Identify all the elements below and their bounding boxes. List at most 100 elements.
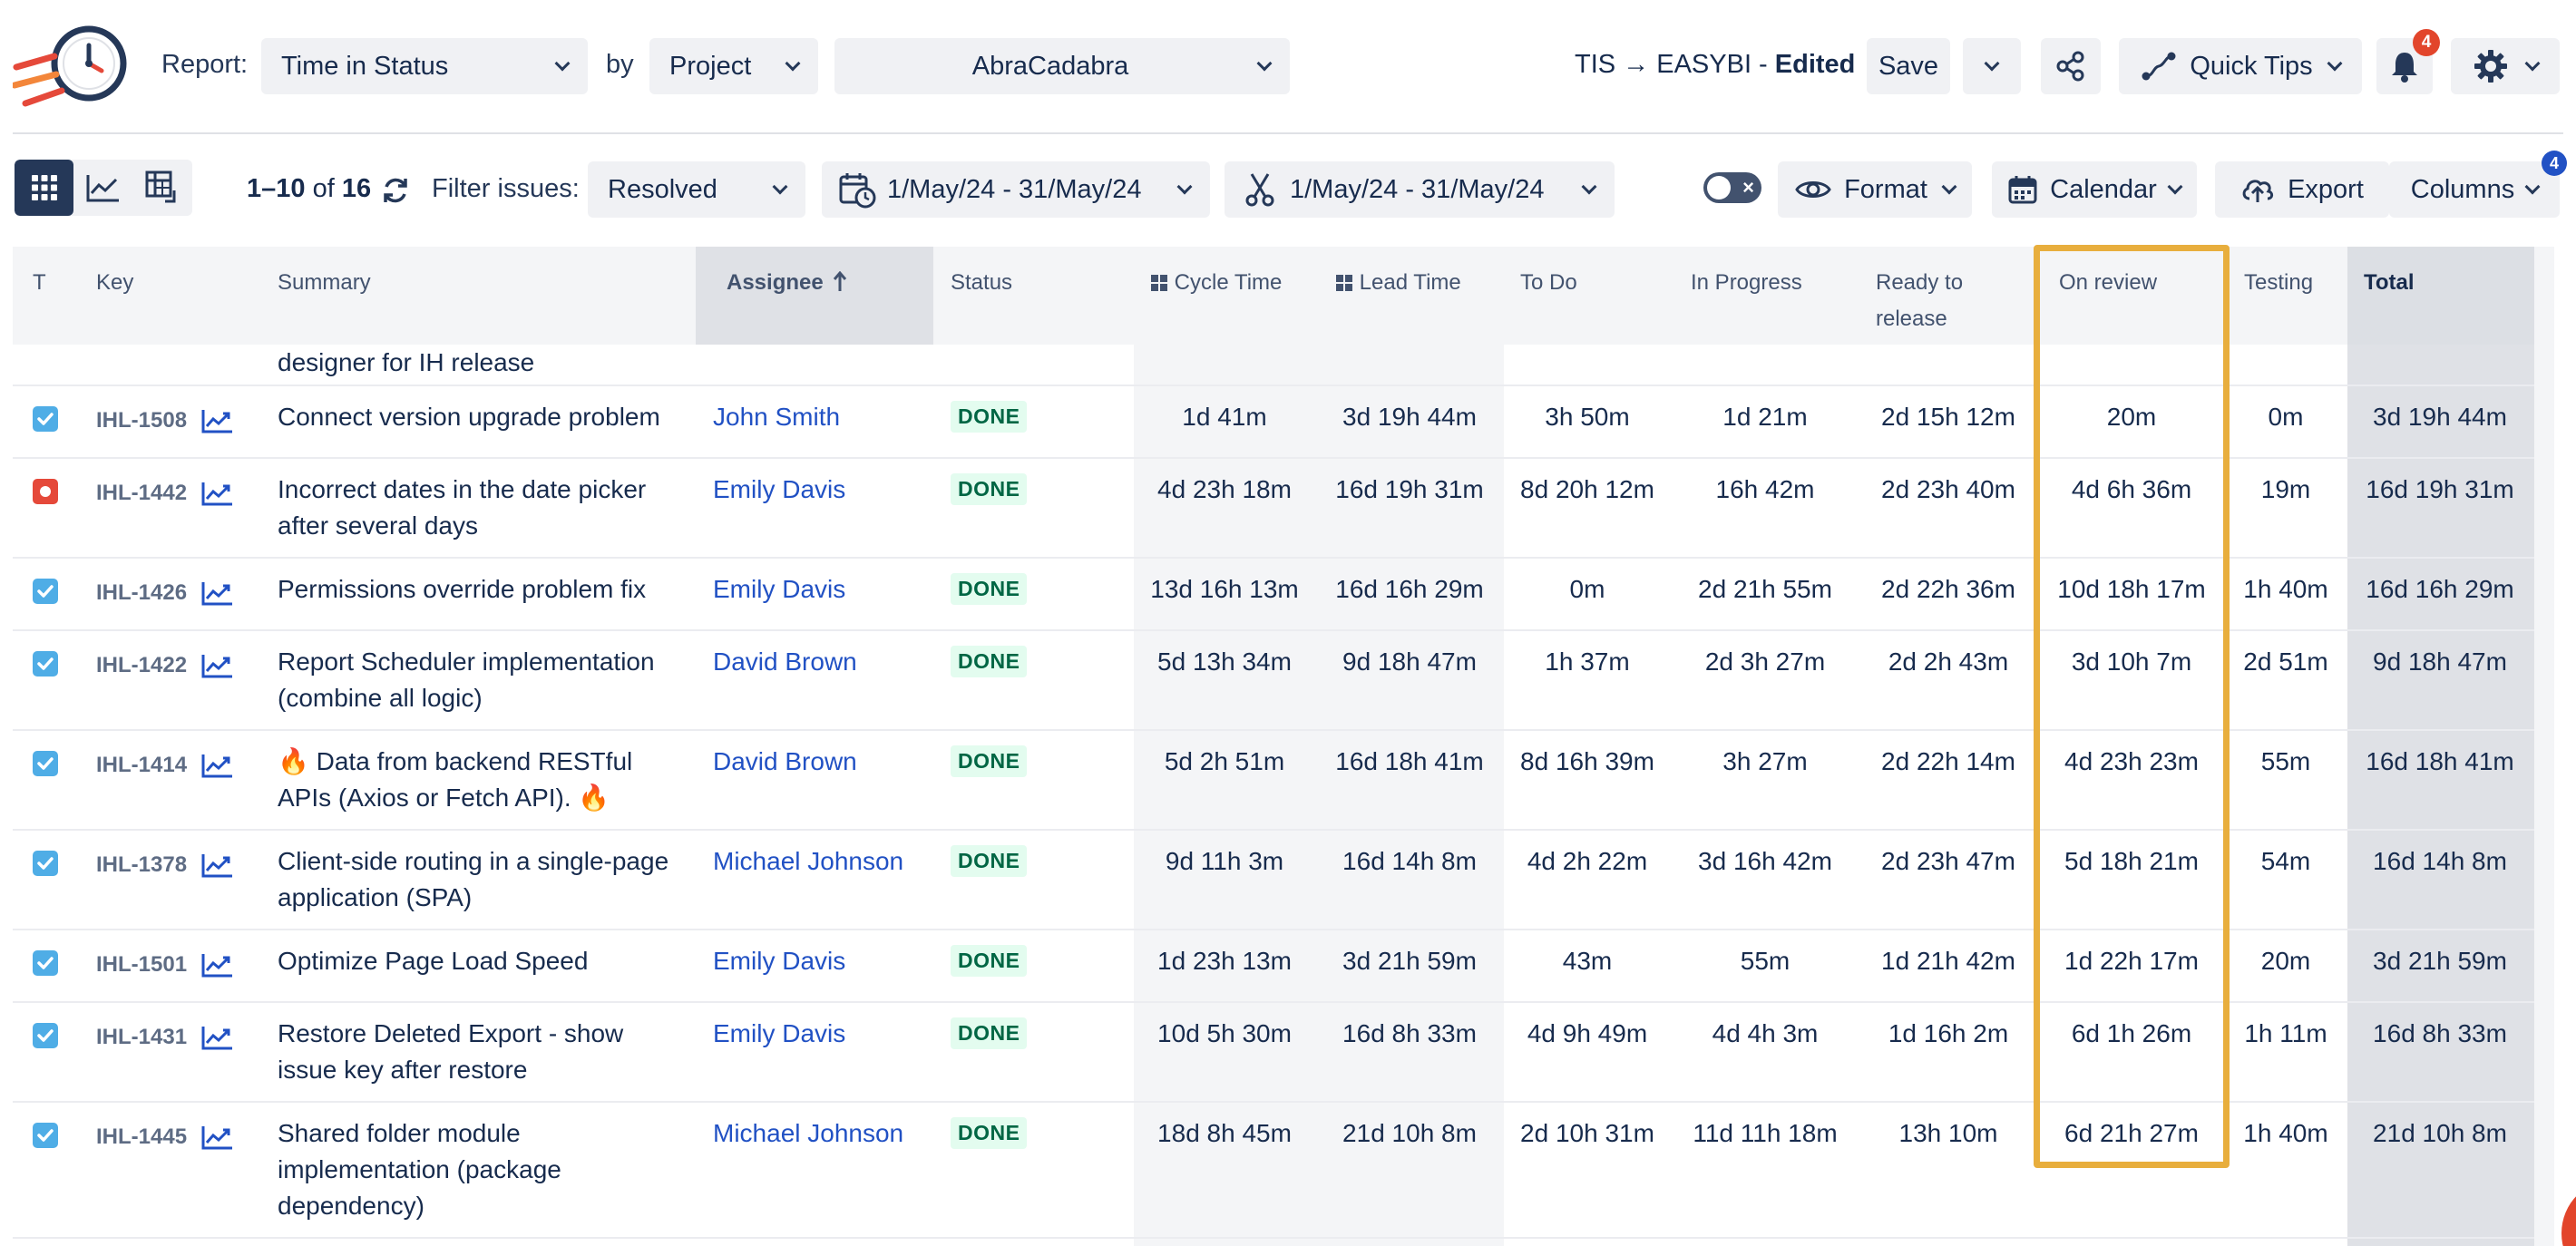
assignee-link[interactable]: Emily Davis [713,575,846,603]
column-header-in-progress[interactable]: In Progress [1691,270,1802,295]
inprogress-time-cell: 16h 42m [1715,475,1815,503]
column-header-key[interactable]: Key [96,270,134,295]
table-row[interactable]: IHL-1508 Connect version upgrade problem J… [13,386,2534,459]
issue-chart-icon[interactable] [201,580,234,610]
refresh-icon[interactable] [381,176,410,205]
time-columns-bg [1134,345,1504,1246]
table-row[interactable]: IHL-1422 Report Scheduler implementation … [13,631,2534,731]
header-divider [13,132,2563,134]
grid-view-button[interactable] [15,160,74,216]
issue-key-link[interactable]: IHL-1426 [96,580,188,605]
table-row[interactable]: IHL-1378 Client-side routing in a single-… [13,831,2534,930]
issue-chart-icon[interactable] [201,1025,234,1055]
export-label: Export [2288,174,2364,204]
column-header-lead-time[interactable]: Lead Time [1335,247,1508,345]
inprogress-time-cell: 3h 27m [1722,747,1808,775]
report-type-dropdown[interactable]: Time in Status [261,38,588,94]
save-button[interactable]: Save [1867,38,1950,94]
issue-chart-icon[interactable] [201,852,234,882]
issue-chart-icon[interactable] [201,653,234,683]
assignee-link[interactable]: Emily Davis [713,947,846,975]
issue-chart-icon[interactable] [201,1124,234,1154]
summary-cell: 🔥 Data from backend RESTful APIs (Axios … [278,747,633,812]
columns-button[interactable]: Columns [2389,161,2560,218]
ready-time-cell: 1d 21h 42m [1881,947,2015,975]
assignee-link[interactable]: Emily Davis [713,1019,846,1047]
lead-time-cell: 16d 16h 29m [1335,575,1484,603]
table-row[interactable]: IHL-1445 Shared folder module implementat… [13,1103,2534,1239]
config-name-prefix: TIS → EASYBI - [1575,50,1775,79]
status-badge: DONE [951,945,1028,977]
date-range-dropdown[interactable]: 1/May/24 - 31/May/24 [822,161,1210,218]
assignee-link[interactable]: Michael Johnson [713,847,904,875]
assignee-link[interactable]: David Brown [713,647,857,676]
summary-cell: designer for IH release [278,348,535,376]
column-header-assignee[interactable]: Assignee [696,247,933,345]
top-bar: Report: Time in Status by Project AbraCa… [0,0,2576,134]
testing-time-cell: 1h 40m [2243,1119,2328,1147]
assignee-link[interactable]: Michael Johnson [713,1119,904,1147]
quick-tips-button[interactable]: Quick Tips [2119,38,2362,94]
column-header-status[interactable]: Status [951,270,1013,295]
issue-key-link[interactable]: IHL-1442 [96,481,188,505]
split-date-range-dropdown[interactable]: 1/May/24 - 31/May/24 [1225,161,1615,218]
export-button[interactable]: Export [2215,161,2389,218]
inprogress-time-cell: 2d 3h 27m [1704,647,1826,676]
issue-key-link[interactable]: IHL-1422 [96,653,188,677]
lead-time-cell: 16d 8h 33m [1342,1019,1477,1047]
table-row[interactable]: IHL-1501 Optimize Page Load Speed Emily Da… [13,930,2534,1003]
toggle-switch[interactable]: × [1703,172,1761,203]
column-header-testing[interactable]: Testing [2244,270,2314,295]
save-options-button[interactable] [1963,38,2021,94]
column-header-total[interactable]: Total [2347,247,2534,345]
issue-chart-icon[interactable] [201,408,234,438]
calendar-button[interactable]: Calendar [1992,161,2197,218]
table-row-partial[interactable]: designer for IH release [13,345,2534,386]
group-by-dropdown[interactable]: Project [649,38,818,94]
issue-key-link[interactable]: IHL-1378 [96,852,188,877]
table-row[interactable]: IHL-1431 Restore Deleted Export - show is… [13,1003,2534,1103]
ready-time-cell: 2d 23h 47m [1881,847,2015,875]
issue-key-link[interactable]: IHL-1508 [96,408,188,433]
group-by-value: Project [669,51,752,81]
issue-key-link[interactable]: IHL-1414 [96,753,188,777]
help-button[interactable] [2561,1179,2576,1246]
settings-button[interactable] [2451,38,2560,94]
format-button[interactable]: Format [1778,161,1972,218]
todo-time-cell: 4d 9h 49m [1527,1019,1648,1047]
table-row[interactable]: IHL-1442 Incorrect dates in the date pick… [13,459,2534,559]
column-header-to-do[interactable]: To Do [1520,270,1577,295]
issue-chart-icon[interactable] [201,952,234,982]
calendar-label: Calendar [2050,174,2157,204]
chart-view-button[interactable] [73,160,132,216]
status-badge: DONE [951,745,1028,777]
column-header-summary[interactable]: Summary [278,270,371,295]
total-time-cell: 3d 21h 59m [2373,947,2507,975]
column-header-ready-to-release[interactable]: Ready to release [1876,270,1964,331]
column-header-cycle-time[interactable]: Cycle Time [1150,247,1332,345]
column-header-type[interactable]: T [33,270,46,295]
filter-issues-dropdown[interactable]: Resolved [588,161,805,218]
assignee-link[interactable]: Emily Davis [713,475,846,503]
assignee-link[interactable]: John Smith [713,403,841,431]
issue-key-link[interactable]: IHL-1445 [96,1124,188,1149]
project-dropdown[interactable]: AbraCadabra [834,38,1290,94]
chevron-down-icon [2524,179,2541,195]
inprogress-time-cell: 11d 11h 18m [1693,1119,1838,1147]
by-label: by [606,50,634,79]
assignee-link[interactable]: David Brown [713,747,857,775]
cycle-time-cell: 1d 23h 13m [1157,947,1292,975]
vertical-scrollbar[interactable] [2534,247,2554,1246]
issue-key-link[interactable]: IHL-1501 [96,952,188,977]
issue-key-link[interactable]: IHL-1431 [96,1025,188,1049]
column-header-on-review[interactable]: On review [2059,270,2158,295]
table-row[interactable]: IHL-1414 🔥 Data from backend RESTful APIs… [13,731,2534,831]
issue-chart-icon[interactable] [201,481,234,511]
issue-chart-icon[interactable] [201,753,234,783]
share-button[interactable] [2041,38,2101,94]
inprogress-time-cell: 55m [1740,947,1791,975]
table-row[interactable]: IHL-1426 Permissions override problem fix… [13,559,2534,631]
pivot-view-button[interactable] [133,160,192,216]
task-type-icon [33,1023,58,1048]
date-range-value: 1/May/24 - 31/May/24 [887,174,1142,204]
